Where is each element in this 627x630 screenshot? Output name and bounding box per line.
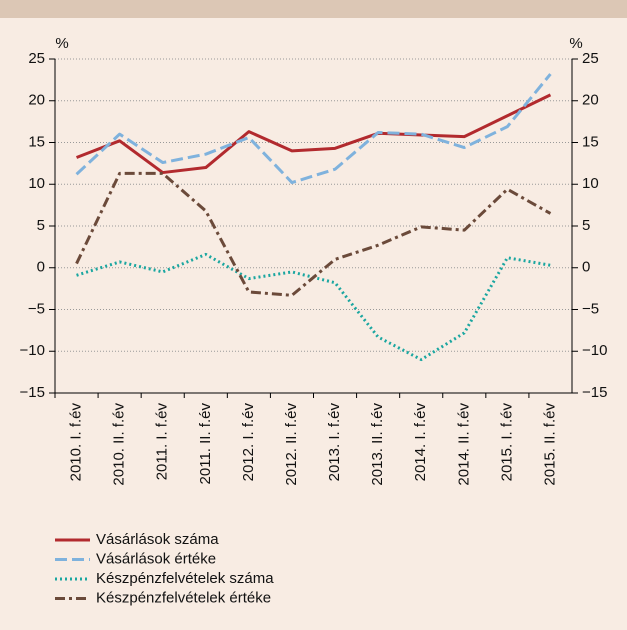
x-tick-label: 2014. II. f.év bbox=[455, 403, 472, 486]
series-line bbox=[75, 93, 552, 175]
header-band bbox=[0, 0, 627, 18]
y2-tick-label: −15 bbox=[582, 384, 607, 401]
y2-tick-label: 0 bbox=[582, 259, 590, 276]
x-tick-label: 2015. I. f.év bbox=[498, 403, 515, 482]
y-tick-label: 0 bbox=[37, 259, 45, 276]
x-tick-label: 2011. I. f.év bbox=[154, 403, 171, 481]
series-line bbox=[76, 252, 551, 362]
series-line bbox=[75, 73, 552, 185]
legend-label: Vásárlások száma bbox=[96, 531, 219, 548]
x-tick-label: 2010. I. f.év bbox=[68, 403, 85, 482]
y-tick-label: 15 bbox=[28, 133, 45, 150]
legend-label: Készpénzfelvételek száma bbox=[96, 570, 274, 587]
x-tick-label: 2010. II. f.év bbox=[111, 403, 128, 486]
y-tick-label: −5 bbox=[28, 300, 45, 317]
y-tick-label: −15 bbox=[20, 384, 45, 401]
y-tick-label: 25 bbox=[28, 50, 45, 67]
legend-label: Vásárlások értéke bbox=[96, 550, 216, 567]
y2-tick-label: 10 bbox=[582, 175, 599, 192]
y-tick-label: −10 bbox=[20, 342, 45, 359]
y2-tick-label: 20 bbox=[582, 92, 599, 109]
series-line bbox=[75, 171, 552, 297]
y2-tick-label: 15 bbox=[582, 133, 599, 150]
x-tick-label: 2012. I. f.év bbox=[240, 403, 257, 482]
y2-axis-unit: % bbox=[569, 35, 582, 52]
y2-tick-label: −5 bbox=[582, 300, 599, 317]
legend-label: Készpénzfelvételek értéke bbox=[96, 589, 271, 606]
x-tick-label: 2014. I. f.év bbox=[412, 403, 429, 482]
y-tick-label: 20 bbox=[28, 92, 45, 109]
y-tick-label: 10 bbox=[28, 175, 45, 192]
y-axis-unit: % bbox=[55, 35, 68, 52]
y-tick-label: 5 bbox=[37, 217, 45, 234]
y2-tick-label: −10 bbox=[582, 342, 607, 359]
x-tick-label: 2012. II. f.év bbox=[283, 403, 300, 486]
x-tick-label: 2013. II. f.év bbox=[369, 403, 386, 486]
x-tick-label: 2015. II. f.év bbox=[541, 403, 558, 486]
x-tick-label: 2013. I. f.év bbox=[326, 403, 343, 482]
y2-tick-label: 5 bbox=[582, 217, 590, 234]
y2-tick-label: 25 bbox=[582, 50, 599, 67]
x-tick-label: 2011. II. f.év bbox=[197, 403, 214, 485]
